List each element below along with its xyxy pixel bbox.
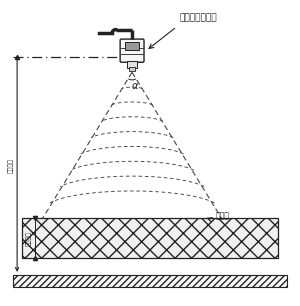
FancyBboxPatch shape [120, 39, 144, 62]
Text: 积雪面: 积雪面 [216, 211, 230, 220]
Text: 超声波测距探头: 超声波测距探头 [180, 13, 218, 22]
Bar [13, 275, 287, 287]
Text: 当前距离: 当前距离 [8, 158, 13, 173]
Bar [125, 42, 139, 50]
Bar [127, 61, 137, 68]
Text: 测量距离: 测量距离 [26, 231, 31, 246]
Bar [22, 218, 278, 258]
Text: α: α [131, 81, 138, 91]
Bar [129, 67, 135, 71]
